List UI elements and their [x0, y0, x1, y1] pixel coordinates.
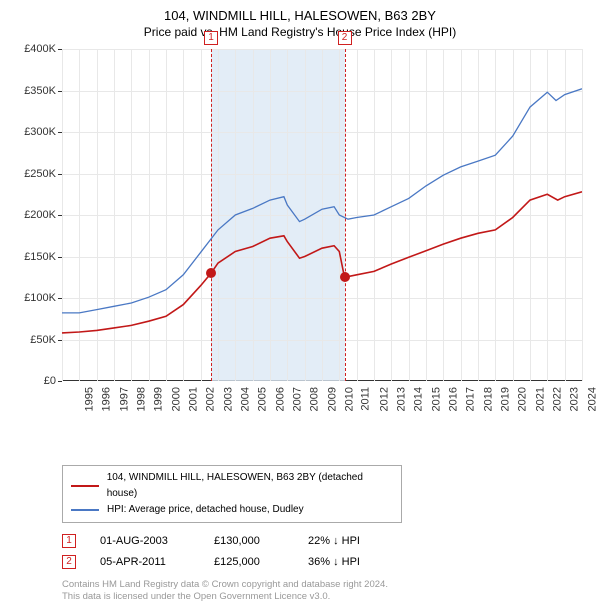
- x-axis-label: 2015: [430, 387, 442, 411]
- x-axis-label: 1997: [118, 387, 130, 411]
- series-red: [62, 192, 582, 333]
- transaction-price: £130,000: [214, 531, 284, 552]
- x-axis-label: 2001: [187, 387, 199, 411]
- legend-item: 104, WINDMILL HILL, HALESOWEN, B63 2BY (…: [71, 470, 393, 502]
- x-axis-label: 2011: [360, 387, 372, 411]
- x-axis-label: 1999: [153, 387, 165, 411]
- x-axis-label: 2006: [274, 387, 286, 411]
- x-axis-label: 2012: [378, 387, 390, 411]
- x-axis-label: 2000: [170, 387, 182, 411]
- x-axis-label: 2022: [551, 387, 563, 411]
- transaction-date: 01-AUG-2003: [100, 531, 190, 552]
- x-axis-label: 2004: [239, 387, 251, 411]
- transaction-marker-icon: 2: [62, 555, 76, 569]
- x-axis-label: 2007: [291, 387, 303, 411]
- series-layer: [14, 45, 582, 381]
- transaction-table: 1 01-AUG-2003 £130,000 22% ↓ HPI 2 05-AP…: [62, 531, 586, 573]
- legend-label: HPI: Average price, detached house, Dudl…: [107, 502, 304, 518]
- x-axis-label: 2018: [482, 387, 494, 411]
- attribution-line: Contains HM Land Registry data © Crown c…: [62, 579, 586, 591]
- chart-container: 104, WINDMILL HILL, HALESOWEN, B63 2BY P…: [0, 0, 600, 560]
- attribution-line: This data is licensed under the Open Gov…: [62, 591, 586, 603]
- x-axis-label: 2008: [309, 387, 321, 411]
- x-axis-label: 2013: [395, 387, 407, 411]
- x-axis-label: 2005: [257, 387, 269, 411]
- transaction-date: 05-APR-2011: [100, 552, 190, 573]
- legend-swatch: [71, 509, 99, 511]
- transaction-price: £125,000: [214, 552, 284, 573]
- legend-item: HPI: Average price, detached house, Dudl…: [71, 502, 393, 518]
- x-axis-label: 2021: [534, 387, 546, 411]
- x-axis-label: 2020: [517, 387, 529, 411]
- x-axis-label: 2003: [222, 387, 234, 411]
- x-axis-label: 2019: [499, 387, 511, 411]
- attribution: Contains HM Land Registry data © Crown c…: [62, 579, 586, 603]
- marker-dot: [340, 272, 350, 282]
- x-axis-label: 1995: [83, 387, 95, 411]
- x-axis-label: 1998: [135, 387, 147, 411]
- legend-label: 104, WINDMILL HILL, HALESOWEN, B63 2BY (…: [107, 470, 393, 502]
- x-axis-label: 1996: [101, 387, 113, 411]
- chart-area: £0£50K£100K£150K£200K£250K£300K£350K£400…: [14, 45, 586, 425]
- x-axis-label: 2010: [343, 387, 355, 411]
- transaction-row: 1 01-AUG-2003 £130,000 22% ↓ HPI: [62, 531, 586, 552]
- transaction-row: 2 05-APR-2011 £125,000 36% ↓ HPI: [62, 552, 586, 573]
- transaction-delta: 36% ↓ HPI: [308, 552, 360, 573]
- transaction-delta: 22% ↓ HPI: [308, 531, 360, 552]
- x-axis-label: 2016: [447, 387, 459, 411]
- x-gridline: [582, 49, 583, 381]
- chart-subtitle: Price paid vs. HM Land Registry's House …: [14, 25, 586, 39]
- legend: 104, WINDMILL HILL, HALESOWEN, B63 2BY (…: [62, 465, 402, 523]
- x-axis-label: 2002: [205, 387, 217, 411]
- y-tick: [58, 381, 62, 382]
- x-axis-label: 2023: [569, 387, 581, 411]
- chart-title: 104, WINDMILL HILL, HALESOWEN, B63 2BY: [14, 8, 586, 23]
- marker-number-icon: 1: [204, 31, 218, 45]
- x-axis-label: 2009: [326, 387, 338, 411]
- legend-swatch: [71, 485, 99, 487]
- marker-number-icon: 2: [338, 31, 352, 45]
- transaction-marker-icon: 1: [62, 534, 76, 548]
- series-blue: [62, 89, 582, 313]
- x-axis-label: 2017: [465, 387, 477, 411]
- x-axis-label: 2014: [413, 387, 425, 411]
- x-axis-label: 2024: [586, 387, 598, 411]
